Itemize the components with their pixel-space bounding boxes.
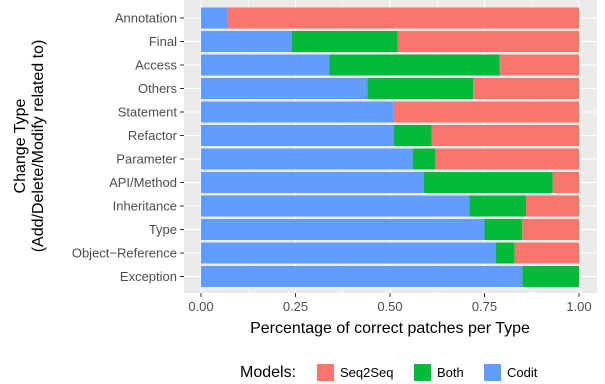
bar-seq2seq-10 xyxy=(514,242,579,264)
y-tick-label: Others xyxy=(138,81,178,96)
bar-both-1 xyxy=(291,31,398,52)
bar-seq2seq-9 xyxy=(522,219,579,240)
bar-codit-0 xyxy=(201,7,228,29)
bar-seq2seq-4 xyxy=(393,101,579,123)
y-axis-title: Change Type (Add/Delete/Modify related t… xyxy=(12,40,47,253)
x-tick-label: 1.00 xyxy=(566,299,591,314)
bar-both-8 xyxy=(469,195,527,217)
y-tick-label: Access xyxy=(135,58,177,73)
legend-swatch-both xyxy=(414,364,431,381)
bar-both-7 xyxy=(424,172,553,193)
bar-both-5 xyxy=(393,125,432,146)
y-tick-label: Statement xyxy=(118,105,178,120)
legend-label-codit: Codit xyxy=(507,365,538,380)
y-tick-label: Inheritance xyxy=(113,199,177,214)
y-tick-label: Refactor xyxy=(128,128,178,143)
y-tick-label: Type xyxy=(149,222,177,237)
legend-swatch-codit xyxy=(484,364,501,381)
y-axis-title-line2: (Add/Delete/Modify related to) xyxy=(30,40,47,253)
bar-segments xyxy=(201,7,579,287)
y-axis-ticks: Annotation Final Access Others Statement Refa… xyxy=(72,11,184,284)
y-tick-label: Annotation xyxy=(115,11,177,26)
bar-seq2seq-6 xyxy=(435,148,579,170)
x-axis-title: Percentage of correct patches per Type xyxy=(250,320,530,337)
bar-both-10 xyxy=(495,242,515,264)
y-tick-label: Object−Reference xyxy=(72,246,177,261)
x-axis-ticks: 0.00 0.25 0.50 0.75 1.00 xyxy=(188,293,592,314)
bar-codit-9 xyxy=(201,219,485,240)
bar-codit-7 xyxy=(201,172,425,193)
bar-codit-8 xyxy=(201,195,470,217)
bar-codit-2 xyxy=(201,54,330,76)
y-tick-label: Parameter xyxy=(116,152,177,167)
x-tick-label: 0.50 xyxy=(377,299,402,314)
bar-codit-10 xyxy=(201,242,496,264)
bar-both-3 xyxy=(367,78,474,99)
bar-codit-1 xyxy=(201,31,292,52)
legend: Models: Seq2Seq Both Codit xyxy=(240,364,538,381)
x-tick-label: 0.75 xyxy=(472,299,497,314)
legend-swatch-seq2seq xyxy=(317,364,334,381)
bar-codit-11 xyxy=(201,266,523,287)
x-tick-label: 0.25 xyxy=(283,299,308,314)
bar-seq2seq-0 xyxy=(227,7,579,29)
bar-codit-3 xyxy=(201,78,368,99)
bar-seq2seq-3 xyxy=(473,78,579,99)
x-tick-label: 0.00 xyxy=(188,299,213,314)
bar-codit-4 xyxy=(201,101,394,123)
bar-seq2seq-1 xyxy=(397,31,579,52)
bar-both-11 xyxy=(522,266,579,287)
bar-codit-6 xyxy=(201,148,413,170)
legend-label-seq2seq: Seq2Seq xyxy=(340,365,394,380)
y-tick-label: Exception xyxy=(120,269,177,284)
bar-seq2seq-2 xyxy=(499,54,579,76)
y-tick-label: API/Method xyxy=(109,175,177,190)
bar-seq2seq-7 xyxy=(552,172,579,193)
legend-label-both: Both xyxy=(437,365,464,380)
y-axis-title-line1: Change Type xyxy=(12,98,29,193)
bar-both-6 xyxy=(412,148,436,170)
bar-seq2seq-5 xyxy=(431,125,579,146)
bar-both-2 xyxy=(329,54,500,76)
bar-seq2seq-8 xyxy=(526,195,579,217)
bar-codit-5 xyxy=(201,125,394,146)
bar-both-9 xyxy=(484,219,523,240)
legend-title: Models: xyxy=(240,364,296,381)
y-tick-label: Final xyxy=(149,34,177,49)
